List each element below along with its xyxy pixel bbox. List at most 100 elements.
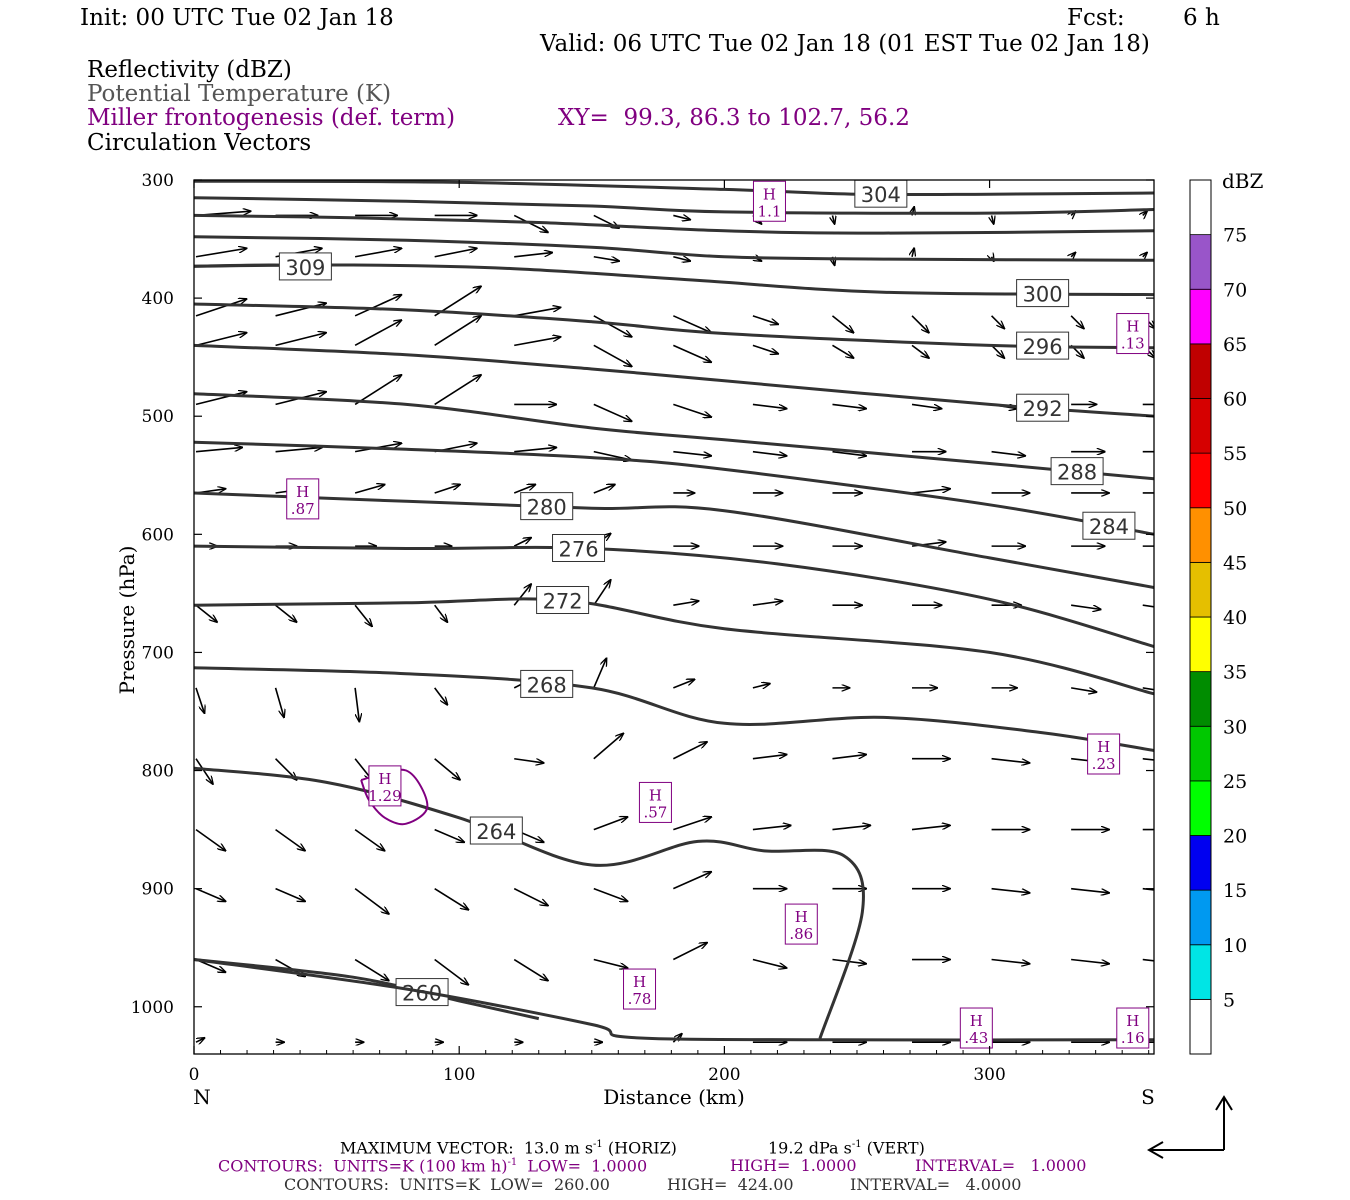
circulation-vector [195,758,213,784]
max-vector-horiz-unit: (HORIZ) [602,1138,677,1158]
circulation-vector [195,299,246,317]
field-potential-temperature: Potential Temperature (K) [87,81,392,107]
theta-contour [194,392,1154,481]
y-tick-label: 300 [142,171,174,191]
circulation-vector [195,392,246,406]
colorbar-level-label: 55 [1223,443,1247,465]
circulation-vector [752,403,787,408]
frontogenesis-max-value: .78 [628,990,652,1008]
theta-contour [194,180,1154,197]
theta-contour-label-box [520,492,574,521]
field-circulation-vectors: Circulation Vectors [87,130,312,156]
x-axis-title: Distance (km) [603,1085,745,1109]
circulation-vector [513,958,548,981]
circulation-vector [1142,757,1154,761]
colorbar-level-label: 20 [1223,826,1247,848]
colorbar-level-label: 5 [1223,989,1235,1011]
circulation-vector [1071,253,1075,257]
colorbar-segment [1189,889,1212,946]
circulation-vector [434,248,477,258]
circulation-vector [1071,887,1109,893]
theta-contour-label: 309 [285,256,325,280]
circulation-vector [673,403,711,417]
field-reflectivity: Reflectivity (dBZ) [87,57,292,83]
colorbar-frame [1189,179,1212,1055]
theta-high: HIGH= 424.00 [667,1175,794,1194]
frontogenesis-max-value: .16 [1121,1029,1145,1047]
theta-contour-label-box [278,252,332,281]
circulation-vector [354,485,384,494]
theta-contour-label: 280 [527,496,567,520]
theta-contour [194,235,1154,262]
circulation-vector [275,887,305,902]
colorbar-segment [1189,944,1212,1000]
max-vector-vert-unit: (VERT) [861,1138,925,1158]
circulation-vector [992,215,994,223]
theta-contour-label-box [1050,457,1104,486]
circulation-vector [831,315,853,333]
circulation-vector [514,253,552,258]
circulation-vector [434,375,481,406]
circulation-vector [275,447,322,453]
theta-contour [194,766,865,1040]
x-tick-label: 100 [443,1065,475,1085]
circulation-vector [1143,253,1147,257]
circulation-vector [752,450,787,456]
circulation-vector [832,344,853,358]
frontogenesis-max-box [368,765,402,807]
frontogenesis-max-box [1087,733,1121,775]
circulation-vector [911,315,929,333]
colorbar-level-label: 65 [1223,334,1247,356]
circulation-vector [1142,958,1154,962]
y-tick-label: 800 [142,762,174,782]
frontogenesis-max-box [752,180,786,222]
theta-contour-label-box [1016,279,1070,308]
theta-contour-label: 304 [861,183,901,207]
frontogenesis-max-box [784,903,818,945]
circulation-vector [354,687,359,722]
colorbar-segment [1189,398,1212,454]
colorbar-level-label: 35 [1223,662,1247,684]
circulation-vector [593,255,619,261]
max-vector-vert-exp: -1 [851,1139,862,1150]
circulation-vector [752,825,791,831]
reference-vector-icon [1146,1095,1233,1159]
circulation-vector [1071,604,1100,609]
frontogenesis-max-box [623,968,657,1010]
north-label: N [193,1085,211,1109]
frontogenesis-max-value: .87 [291,500,315,518]
circulation-vector [354,604,372,626]
field-frontogenesis: Miller frontogenesis (def. term) [87,105,456,131]
theta-contour-label-box [520,669,574,698]
frontogenesis-max-symbol: H [633,973,646,991]
circulation-vector [832,755,866,760]
theta-contour [194,263,1154,297]
plot-frame [193,179,1155,1055]
circulation-vector [991,315,1005,329]
circulation-vector [1143,211,1147,215]
colorbar-segment [1189,725,1212,782]
frontogenesis-max-symbol: H [763,185,776,203]
circulation-vector [434,316,481,347]
fronto-contour-info: CONTOURS: UNITS=K (100 km h)-1 LOW= 1.00… [218,1158,647,1174]
theta-contour [194,597,1154,696]
circulation-vector [593,734,623,760]
frontogenesis-max-symbol: H [649,786,662,804]
colorbar-level-label: 25 [1223,771,1247,793]
x-tick-label: 0 [189,1065,200,1085]
circulation-vector [434,604,448,622]
circulation-vector [434,958,469,985]
theta-contour [194,213,1154,235]
frontogenesis-max-symbol: H [795,908,808,926]
colorbar-segment [1189,179,1212,236]
colorbar-segment [1189,671,1212,727]
circulation-vector [275,333,326,347]
frontogenesis-max-box [1116,1007,1150,1049]
circulation-vector [354,828,384,851]
circulation-vector [1070,315,1084,329]
circulation-vector [195,447,242,453]
circulation-vector [514,337,560,347]
max-vector-horiz-text: MAXIMUM VECTOR: 13.0 m s [340,1138,594,1158]
circulation-vector [354,375,401,406]
